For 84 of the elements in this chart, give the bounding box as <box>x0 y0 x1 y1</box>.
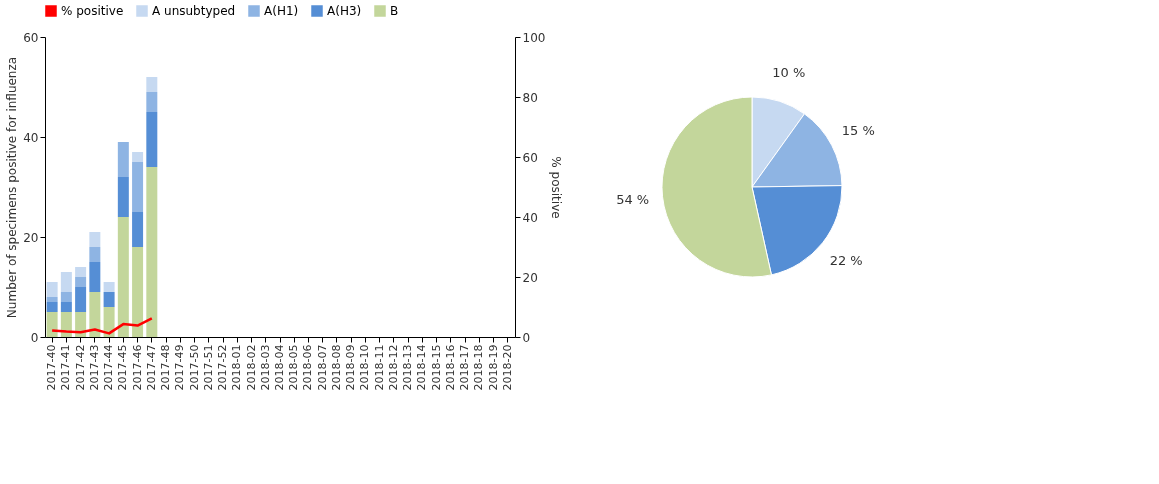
bar <box>146 92 158 112</box>
bar <box>75 267 87 277</box>
y2-tick-label: 40 <box>522 210 538 225</box>
x-tick-label: 2017-52 <box>216 344 230 391</box>
bar <box>103 292 115 307</box>
bar <box>103 307 115 337</box>
bar <box>46 312 58 337</box>
x-tick-label: 2018-20 <box>500 344 514 391</box>
y2-axis-title: % positive <box>549 156 564 219</box>
y2-tick-label: 100 <box>522 30 546 45</box>
x-tick-label: 2017-48 <box>159 344 173 391</box>
bar <box>146 112 158 167</box>
x-tick-label: 2018-12 <box>386 344 400 391</box>
bar <box>60 292 72 302</box>
x-tick-label: 2018-14 <box>415 344 429 391</box>
y-tick-label: 60 <box>23 30 39 45</box>
legend-label: B <box>390 4 399 18</box>
bar <box>60 302 72 312</box>
x-tick-label: 2018-09 <box>344 344 358 391</box>
bar <box>60 272 72 292</box>
x-tick-label: 2018-19 <box>486 344 500 391</box>
bar <box>75 312 87 337</box>
line-series <box>50 317 154 335</box>
x-tick-label: 2018-07 <box>315 344 329 391</box>
x-tick-label: 2018-03 <box>258 344 272 391</box>
legend-label: A(H3) <box>327 4 362 18</box>
x-tick-label: 2017-41 <box>59 344 73 391</box>
data-label: 10 % <box>772 64 806 80</box>
legend-label: A(H1) <box>264 4 299 18</box>
x-tick-label: 2017-40 <box>45 344 59 391</box>
bar <box>117 142 129 177</box>
x-tick-label: 2018-02 <box>244 344 258 391</box>
x-tick-label: 2017-49 <box>173 344 187 391</box>
x-tick-label: 2018-18 <box>472 344 486 391</box>
bar <box>132 162 144 212</box>
bar <box>89 232 101 247</box>
x-tick-label: 2017-47 <box>144 344 158 391</box>
y2-tick-label: 0 <box>522 330 531 345</box>
x-tick-label: 2017-43 <box>87 344 101 391</box>
bar <box>103 282 115 292</box>
x-tick-label: 2017-51 <box>201 344 215 391</box>
x-tick-label: 2017-44 <box>102 344 116 391</box>
y-tick-label: 40 <box>23 130 39 145</box>
data-label: 15 % <box>841 123 875 139</box>
y2-tick-label: 60 <box>522 150 538 165</box>
x-tick-label: 2018-06 <box>301 344 315 391</box>
data-label: 22 % <box>829 253 863 269</box>
x-tick-label: 2018-01 <box>230 344 244 391</box>
bar <box>132 152 144 162</box>
bar <box>132 212 144 247</box>
bar <box>132 247 144 337</box>
legend-label: A unsubtyped <box>152 4 236 18</box>
data-label: 54 % <box>616 192 650 208</box>
x-tick-label: 2018-16 <box>443 344 457 391</box>
x-tick-label: 2018-10 <box>358 344 372 391</box>
bar <box>89 292 101 337</box>
bar <box>117 177 129 217</box>
y-tick-label: 20 <box>23 230 39 245</box>
x-tick-label: 2017-42 <box>73 344 87 391</box>
bar <box>46 302 58 312</box>
y-tick-label: 0 <box>30 330 39 345</box>
x-tick-label: 2018-15 <box>429 344 443 391</box>
x-tick-label: 2018-11 <box>372 344 386 391</box>
bar <box>89 262 101 292</box>
y-axis-title: Number of specimens positive for influenza <box>5 56 20 319</box>
bar <box>75 277 87 287</box>
x-tick-label: 2018-05 <box>287 344 301 391</box>
x-tick-label: 2017-46 <box>130 344 144 391</box>
bar <box>146 167 158 337</box>
y2-tick-label: 20 <box>522 270 538 285</box>
bar <box>117 217 129 337</box>
bar <box>89 247 101 262</box>
x-tick-label: 2018-13 <box>401 344 415 391</box>
y2-tick-label: 80 <box>522 90 538 105</box>
bar <box>75 287 87 312</box>
x-tick-label: 2017-50 <box>187 344 201 391</box>
bar <box>146 77 158 92</box>
bar <box>46 282 58 297</box>
x-tick-label: 2018-17 <box>458 344 472 391</box>
x-tick-label: 2018-08 <box>329 344 343 391</box>
x-tick-label: 2018-04 <box>273 344 286 391</box>
bar <box>46 297 58 302</box>
x-tick-label: 2017-45 <box>116 344 130 391</box>
legend-label: % positive <box>61 4 124 18</box>
